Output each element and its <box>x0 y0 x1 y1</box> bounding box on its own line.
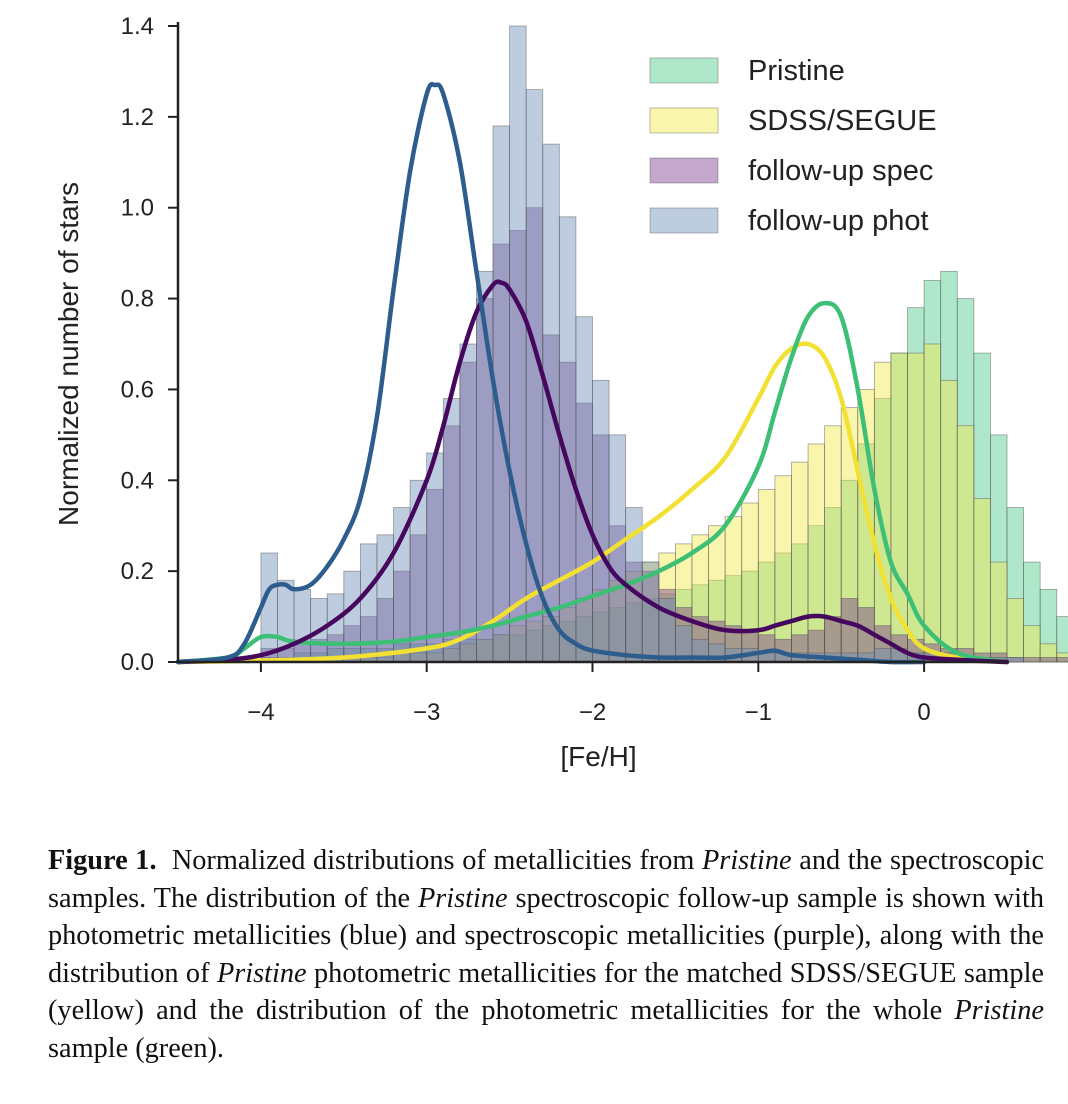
bar <box>293 588 312 663</box>
x-tick-label: −4 <box>247 699 274 726</box>
legend-label: Pristine <box>748 55 845 87</box>
axes: −4 −3 −2 −1 0 0.0 0.2 0.4 0.6 0.8 1.0 1.2 1.4 <box>121 13 1007 726</box>
bar <box>1023 625 1041 663</box>
legend-item-follow-up-spec: follow-up spec <box>649 155 933 187</box>
caption-emphasis: Pristine <box>216 957 307 989</box>
caption-emphasis: Pristine <box>954 995 1044 1027</box>
bar <box>807 443 826 663</box>
kde-line-sdss-segue <box>175 341 1010 665</box>
bar <box>956 425 975 663</box>
y-tick-label: 1.0 <box>121 195 154 222</box>
bar <box>575 316 593 663</box>
legend-item-pristine: Pristine <box>649 55 845 87</box>
figure-caption: Figure 1. Normalized distributions of me… <box>48 842 1044 1068</box>
bar <box>592 379 610 663</box>
y-tick-label: 0.4 <box>121 467 154 494</box>
bar <box>1056 657 1068 663</box>
caption-run: and the spectroscopic samples. The distr… <box>48 845 1045 914</box>
bar <box>260 552 278 663</box>
bar <box>343 570 361 663</box>
x-axis-label: [Fe/H] <box>560 741 636 772</box>
legend-label: SDSS/SEGUE <box>748 105 937 137</box>
caption-text: Normalized distributions of metallicitie… <box>48 845 1044 1064</box>
metallicity-histogram-chart: −4 −3 −2 −1 0 0.0 0.2 0.4 0.6 0.8 1.0 1.2 1.4 Pristi… <box>53 13 1068 772</box>
legend-item-sdss-segue: SDSS/SEGUE <box>649 105 937 137</box>
bar <box>326 593 345 663</box>
kde-line-follow-up-phot <box>175 81 927 665</box>
bar <box>1023 657 1041 663</box>
caption-run: sample (green). <box>48 1032 224 1064</box>
y-tick-label: 0.2 <box>121 558 154 585</box>
y-tick-label: 0.8 <box>121 286 154 313</box>
caption-emphasis: Pristine <box>418 882 508 914</box>
bars-follow-up-spec <box>260 207 1068 663</box>
x-tick-label: −1 <box>745 699 772 726</box>
x-tick-label: 0 <box>917 699 930 726</box>
bar <box>840 598 859 663</box>
bar <box>442 398 461 663</box>
x-tick-label: −3 <box>413 699 440 726</box>
caption-run: photometric metallicities for the matche… <box>48 957 1044 1027</box>
y-tick-label: 0.6 <box>121 376 154 403</box>
bar <box>426 452 444 663</box>
bars-sdss-segue <box>343 343 1068 663</box>
legend-swatch <box>649 157 719 184</box>
histogram-bars <box>260 25 1068 663</box>
kde-line-follow-up-spec <box>175 279 1010 665</box>
bar <box>940 379 958 663</box>
figure-label: Figure 1. <box>48 845 157 876</box>
bar <box>459 343 477 663</box>
legend-swatch <box>649 57 719 84</box>
y-axis-label: Normalized number of stars <box>53 182 84 526</box>
legend: Pristine SDSS/SEGUE follow-up spec follow-u… <box>649 55 937 237</box>
x-tick-label: −2 <box>579 699 606 726</box>
legend-swatch <box>649 207 719 234</box>
y-tick-label: 1.4 <box>121 13 154 40</box>
bar <box>791 461 809 663</box>
bar <box>973 498 991 663</box>
bar <box>1039 657 1058 663</box>
kde-curves <box>175 81 1010 665</box>
bar <box>1006 598 1024 663</box>
legend-swatch <box>649 107 719 134</box>
legend-item-follow-up-phot: follow-up phot <box>649 205 929 237</box>
bar <box>1006 657 1024 663</box>
bar <box>409 479 428 663</box>
y-tick-label: 1.2 <box>121 104 154 131</box>
legend-label: follow-up spec <box>748 155 933 187</box>
bar <box>774 475 792 663</box>
legend-label: follow-up phot <box>748 205 929 237</box>
caption-run: Normalized distributions of metallicitie… <box>171 845 703 876</box>
y-tick-label: 0.0 <box>121 649 154 676</box>
bar <box>509 25 527 663</box>
bar <box>990 561 1008 663</box>
bar <box>923 343 942 663</box>
caption-emphasis: Pristine <box>702 845 792 876</box>
caption-run: spectroscopic follow-up sample is shown … <box>48 882 1045 989</box>
